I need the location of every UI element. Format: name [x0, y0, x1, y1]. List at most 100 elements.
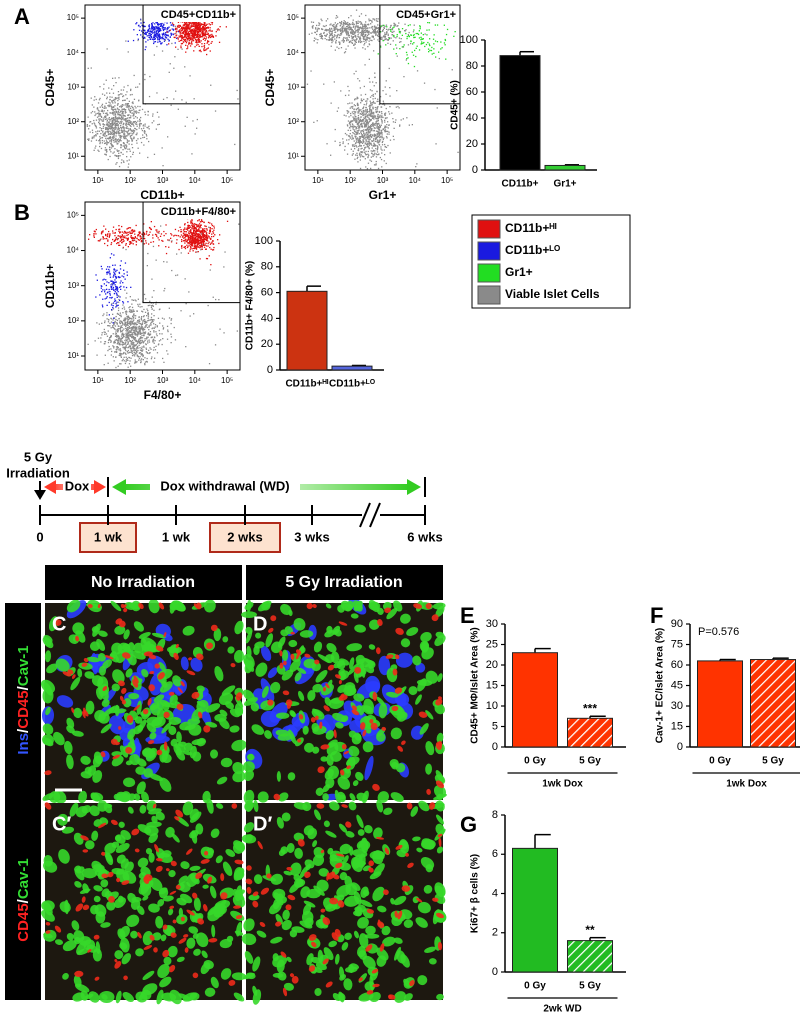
event-dot: [100, 124, 101, 125]
y-tick-label: 10²: [287, 117, 299, 126]
event-dot: [357, 161, 358, 162]
event-dot: [143, 333, 144, 334]
event-dot: [118, 366, 119, 367]
event-dot: [374, 19, 375, 20]
event-dot: [413, 31, 414, 32]
event-dot: [375, 34, 376, 35]
event-dot: [115, 265, 116, 266]
event-dot: [197, 220, 198, 221]
event-dot: [109, 314, 110, 315]
event-dot: [172, 33, 173, 34]
event-dot: [141, 306, 142, 307]
event-dot: [132, 327, 133, 328]
event-dot: [105, 355, 106, 356]
event-dot: [118, 307, 119, 308]
event-dot: [371, 157, 372, 158]
event-dot: [413, 55, 414, 56]
event-dot: [187, 24, 188, 25]
event-dot: [106, 135, 107, 136]
event-dot: [106, 112, 107, 113]
event-dot: [157, 112, 158, 113]
event-dot: [423, 42, 424, 43]
event-dot: [204, 37, 205, 38]
event-dot: [185, 32, 186, 33]
event-dot: [183, 33, 184, 34]
event-dot: [102, 137, 103, 138]
event-dot: [125, 148, 126, 149]
event-dot: [127, 98, 128, 99]
event-dot: [156, 231, 157, 232]
event-dot: [167, 326, 168, 327]
event-dot: [133, 348, 134, 349]
event-dot: [109, 233, 110, 234]
event-dot: [372, 26, 373, 27]
event-dot: [362, 47, 363, 48]
event-dot: [129, 122, 130, 123]
event-dot: [128, 120, 129, 121]
event-dot: [381, 113, 382, 114]
event-dot: [156, 236, 157, 237]
event-dot: [349, 35, 350, 36]
event-dot: [127, 85, 128, 86]
event-dot: [92, 130, 93, 131]
event-dot: [125, 322, 126, 323]
event-dot: [362, 24, 363, 25]
event-dot: [428, 51, 429, 52]
event-dot: [145, 326, 146, 327]
event-dot: [102, 289, 103, 290]
event-dot: [331, 42, 332, 43]
gate-label: CD45+CD11b+: [161, 9, 236, 21]
event-dot: [363, 145, 364, 146]
event-dot: [108, 321, 109, 322]
event-dot: [148, 337, 149, 338]
event-dot: [445, 59, 446, 60]
event-dot: [421, 43, 422, 44]
event-dot: [340, 35, 341, 36]
event-dot: [201, 46, 202, 47]
event-dot: [124, 340, 125, 341]
event-dot: [415, 56, 416, 57]
event-dot: [383, 36, 384, 37]
event-dot: [381, 106, 382, 107]
event-dot: [356, 153, 357, 154]
event-dot: [123, 286, 124, 287]
event-dot: [144, 238, 145, 239]
event-dot: [173, 24, 174, 25]
event-dot: [136, 348, 137, 349]
event-dot: [307, 84, 308, 85]
event-dot: [394, 128, 395, 129]
event-dot: [378, 142, 379, 143]
event-dot: [93, 233, 94, 234]
event-dot: [335, 50, 336, 51]
event-dot: [126, 145, 127, 146]
event-dot: [361, 116, 362, 117]
event-dot: [371, 161, 372, 162]
event-dot: [339, 22, 340, 23]
event-dot: [127, 232, 128, 233]
event-dot: [128, 123, 129, 124]
event-dot: [167, 339, 168, 340]
event-dot: [380, 148, 381, 149]
event-dot: [152, 39, 153, 40]
event-dot: [130, 243, 131, 244]
event-dot: [139, 342, 140, 343]
event-dot: [120, 289, 121, 290]
event-dot: [330, 23, 331, 24]
event-dot: [181, 28, 182, 29]
event-dot: [123, 359, 124, 360]
event-dot: [148, 333, 149, 334]
event-dot: [385, 146, 386, 147]
event-dot: [130, 94, 131, 95]
event-dot: [111, 280, 112, 281]
event-dot: [318, 25, 319, 26]
event-dot: [142, 349, 143, 350]
event-dot: [332, 39, 333, 40]
event-dot: [358, 148, 359, 149]
event-dot: [184, 27, 185, 28]
event-dot: [159, 239, 160, 240]
event-dot: [194, 38, 195, 39]
event-dot: [162, 344, 163, 345]
event-dot: [148, 141, 149, 142]
event-dot: [126, 311, 127, 312]
event-dot: [402, 47, 403, 48]
